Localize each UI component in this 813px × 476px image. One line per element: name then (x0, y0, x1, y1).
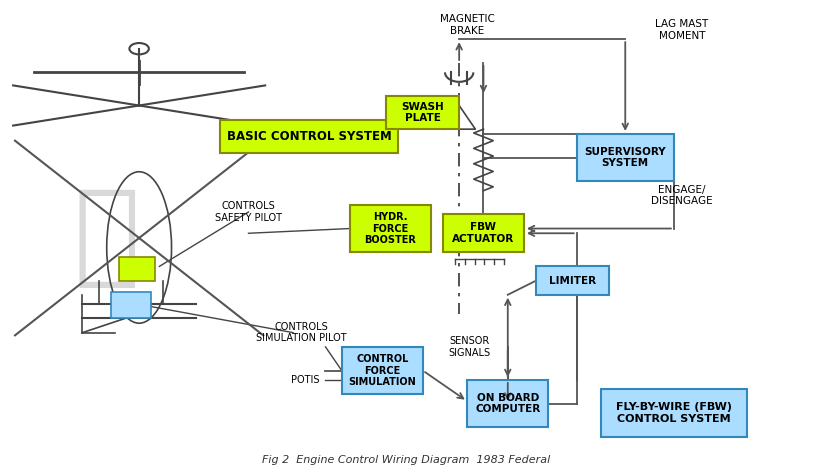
FancyBboxPatch shape (386, 96, 459, 129)
FancyBboxPatch shape (443, 214, 524, 252)
Text: BASIC CONTROL SYSTEM: BASIC CONTROL SYSTEM (227, 130, 392, 143)
Text: CONTROLS
SIMULATION PILOT: CONTROLS SIMULATION PILOT (256, 322, 346, 344)
Text: SENSOR
SIGNALS: SENSOR SIGNALS (449, 336, 491, 357)
Text: ENGAGE/
DISENGAGE: ENGAGE/ DISENGAGE (651, 185, 713, 206)
Text: Fig 2  Engine Control Wiring Diagram  1983 Federal: Fig 2 Engine Control Wiring Diagram 1983… (263, 455, 550, 465)
Text: LIMITER: LIMITER (549, 276, 596, 286)
FancyBboxPatch shape (111, 292, 151, 318)
Text: LAG MAST
MOMENT: LAG MAST MOMENT (655, 19, 709, 40)
Text: ON BOARD
COMPUTER: ON BOARD COMPUTER (475, 393, 541, 415)
Text: CONTROLS
SAFETY PILOT: CONTROLS SAFETY PILOT (215, 201, 282, 223)
FancyBboxPatch shape (536, 267, 609, 295)
FancyBboxPatch shape (119, 257, 155, 280)
Text: FLY-BY-WIRE (FBW)
CONTROL SYSTEM: FLY-BY-WIRE (FBW) CONTROL SYSTEM (616, 402, 732, 424)
Text: CONTROL
FORCE
SIMULATION: CONTROL FORCE SIMULATION (348, 354, 416, 387)
FancyBboxPatch shape (220, 119, 398, 153)
Text: 🚁: 🚁 (73, 185, 140, 291)
Text: POTIS: POTIS (291, 375, 320, 385)
FancyBboxPatch shape (601, 389, 747, 437)
FancyBboxPatch shape (350, 205, 431, 252)
Text: SWASH
PLATE: SWASH PLATE (402, 102, 444, 123)
FancyBboxPatch shape (576, 134, 674, 181)
Text: SUPERVISORY
SYSTEM: SUPERVISORY SYSTEM (585, 147, 666, 169)
FancyBboxPatch shape (467, 380, 548, 427)
Text: HYDR.
FORCE
BOOSTER: HYDR. FORCE BOOSTER (364, 212, 416, 245)
Text: MAGNETIC
BRAKE: MAGNETIC BRAKE (440, 14, 494, 36)
FancyBboxPatch shape (341, 347, 423, 394)
Text: FBW
ACTUATOR: FBW ACTUATOR (452, 222, 515, 244)
